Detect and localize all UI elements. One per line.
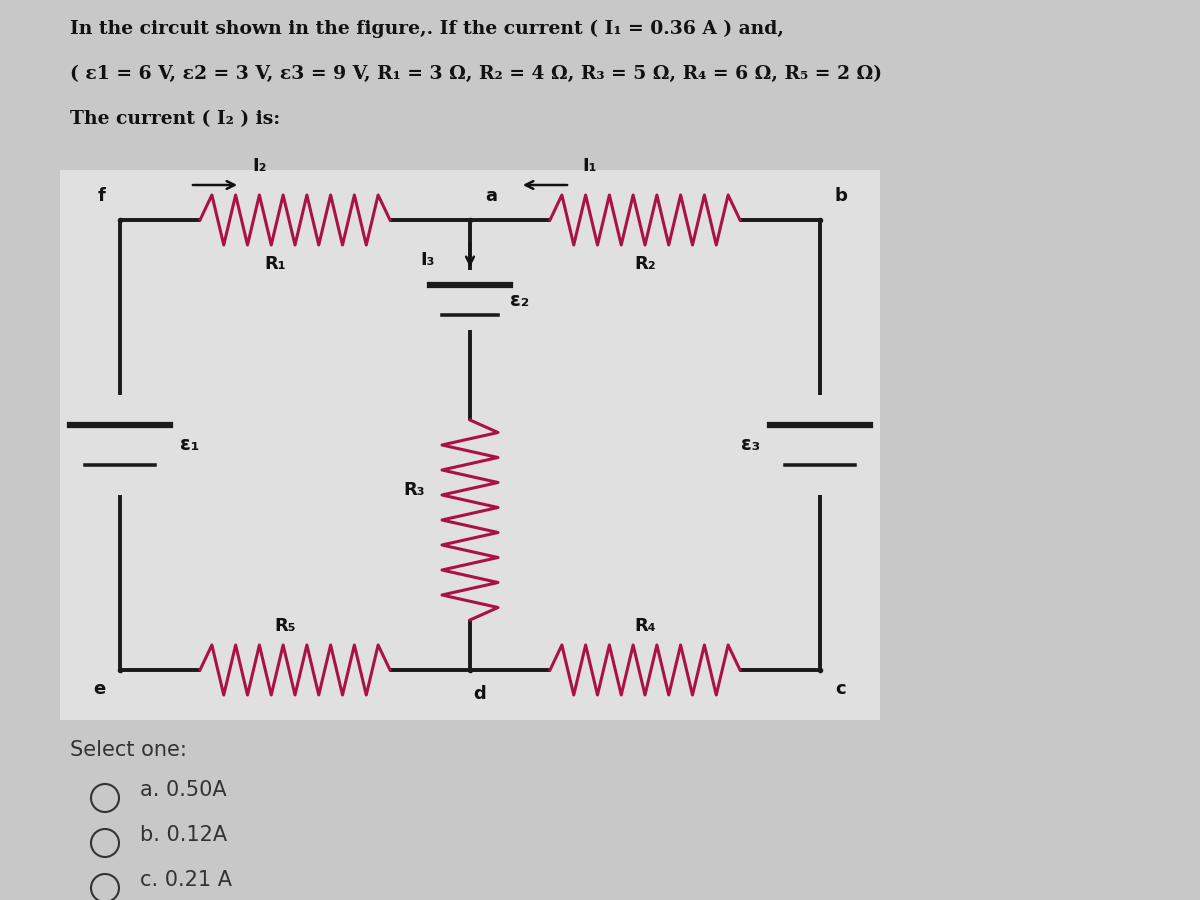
Text: In the circuit shown in the figure,. If the current ( I₁ = 0.36 A ) and,: In the circuit shown in the figure,. If … (70, 20, 784, 38)
Text: R₂: R₂ (634, 255, 656, 273)
Text: b. 0.12A: b. 0.12A (140, 825, 227, 845)
Text: R₅: R₅ (274, 617, 296, 635)
Text: R₃: R₃ (403, 481, 425, 499)
Text: I₁: I₁ (583, 157, 598, 175)
Text: c: c (835, 680, 846, 698)
Text: ( ε1 = 6 V, ε2 = 3 V, ε3 = 9 V, R₁ = 3 Ω, R₂ = 4 Ω, R₃ = 5 Ω, R₄ = 6 Ω, R₅ = 2 Ω: ( ε1 = 6 V, ε2 = 3 V, ε3 = 9 V, R₁ = 3 Ω… (70, 65, 882, 83)
Bar (60, 170, 880, 720)
Text: I₃: I₃ (421, 251, 436, 269)
Text: f: f (97, 187, 106, 205)
Text: b: b (835, 187, 848, 205)
Text: I₂: I₂ (253, 157, 268, 175)
Text: d: d (474, 685, 486, 703)
Text: c. 0.21 A: c. 0.21 A (140, 870, 232, 890)
Text: ε₂: ε₂ (510, 291, 529, 310)
Text: ε₁: ε₁ (180, 436, 199, 454)
Text: R₄: R₄ (634, 617, 656, 635)
Text: The current ( I₂ ) is:: The current ( I₂ ) is: (70, 110, 281, 128)
Text: Select one:: Select one: (70, 740, 187, 760)
Text: ε₃: ε₃ (740, 436, 760, 454)
Text: R₁: R₁ (264, 255, 286, 273)
Text: a. 0.50A: a. 0.50A (140, 780, 227, 800)
Text: a: a (485, 187, 497, 205)
Text: e: e (92, 680, 106, 698)
